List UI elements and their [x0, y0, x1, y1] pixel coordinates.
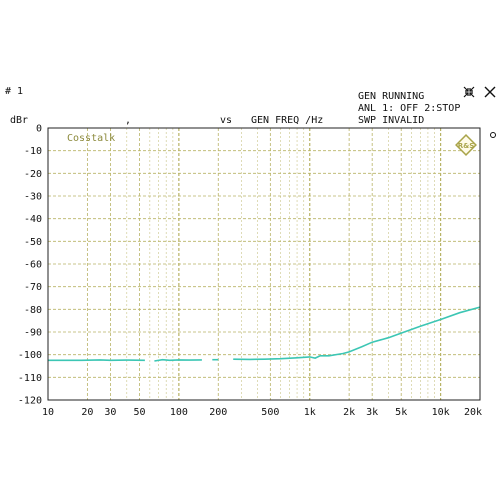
- x-tick-label: 2k: [343, 407, 355, 418]
- vs-label: vs: [220, 115, 233, 126]
- y-tick-label: -90: [24, 328, 42, 339]
- x-tick-label: 500: [261, 407, 279, 418]
- trace-line-segment: [154, 358, 202, 362]
- y-tick-label: -70: [24, 282, 42, 293]
- x-tick-label: 30: [104, 407, 116, 418]
- y-unit-label: dBr: [10, 115, 29, 126]
- trace-label: Cosstalk: [67, 133, 116, 144]
- plot-frame: [47, 127, 481, 401]
- y-tick-label: -30: [24, 192, 42, 203]
- x-separator: ,: [125, 115, 132, 126]
- x-tick-label: 10: [42, 407, 54, 418]
- axis-origin-marker-icon: [490, 132, 496, 138]
- y-tick-label: -110: [18, 373, 42, 384]
- y-tick-label: -50: [24, 237, 42, 248]
- y-tick-label: -20: [24, 169, 42, 180]
- status-line-2: ANL 1: OFF 2:STOP: [358, 103, 461, 114]
- y-tick-label: -10: [24, 146, 42, 157]
- trace-number: # 1: [5, 86, 24, 97]
- x-tick-label: 20: [81, 407, 93, 418]
- x-tick-label: 200: [209, 407, 227, 418]
- y-tick-label: -100: [18, 350, 42, 361]
- x-tick-label: 1k: [304, 407, 316, 418]
- plot-border: [47, 127, 481, 401]
- compress-arrows-icon[interactable]: [463, 86, 475, 98]
- x-tick-label: 3k: [366, 407, 378, 418]
- status-line-3: SWP INVALID: [358, 115, 425, 126]
- y-tick-label: 0: [36, 124, 42, 135]
- x-tick-label: 5k: [395, 407, 407, 418]
- trace-line-segment: [233, 306, 481, 361]
- y-tick-label: -80: [24, 305, 42, 316]
- x-tick-label: 100: [170, 407, 188, 418]
- x-tick-label: 20k: [464, 407, 482, 418]
- y-tick-label: -120: [18, 396, 42, 407]
- x-tick-label: 10k: [432, 407, 450, 418]
- close-x-icon[interactable]: [484, 86, 496, 98]
- x-axis-label: GEN FREQ /Hz: [251, 115, 324, 126]
- y-tick-label: -60: [24, 260, 42, 271]
- x-tick-label: 50: [133, 407, 145, 418]
- trace-layer: [48, 306, 481, 362]
- status-line-1: GEN RUNNING: [358, 91, 425, 102]
- y-tick-label: -40: [24, 214, 42, 225]
